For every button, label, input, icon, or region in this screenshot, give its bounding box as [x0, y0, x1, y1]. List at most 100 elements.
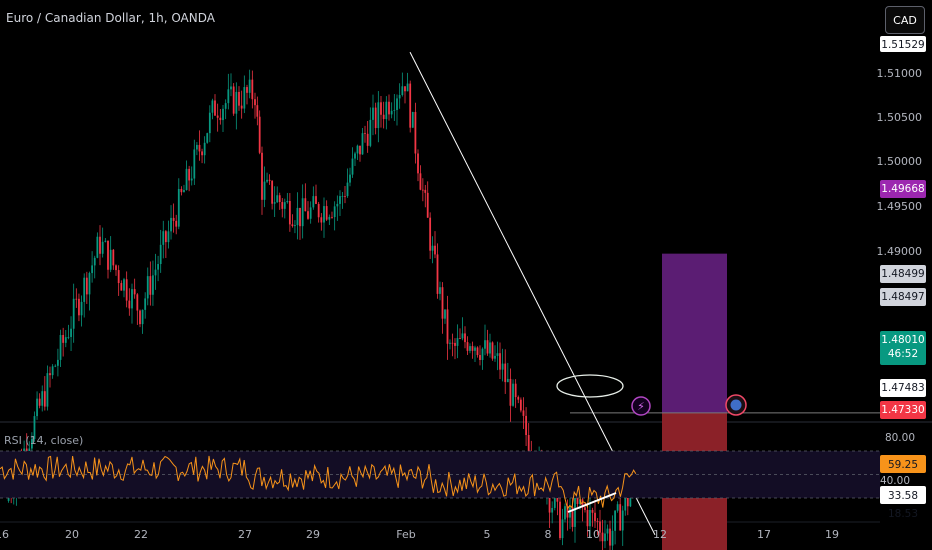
top-price-tag: 1.51529 [881, 39, 924, 51]
candle-body [33, 416, 36, 440]
target-zone [662, 253, 727, 413]
rsi-tick-label: 80.00 [885, 432, 915, 444]
rsi-line [0, 455, 637, 510]
candle-body [606, 528, 609, 534]
candle-body [224, 103, 227, 109]
candle-body [328, 216, 331, 220]
candle-body [206, 133, 209, 143]
candle-body [64, 337, 67, 343]
candle-body [374, 107, 377, 129]
candle-body [188, 168, 191, 181]
rsi-tick-label: 18.53 [888, 508, 918, 520]
candle-body [149, 276, 152, 295]
candle-body [411, 111, 414, 128]
candle-body [431, 245, 434, 251]
candle-body [312, 196, 315, 208]
candle-body [561, 519, 564, 539]
rsi-secondary-tag-bg [880, 486, 926, 504]
candle-body [164, 231, 167, 243]
candle-body [219, 117, 222, 121]
candle-body [154, 269, 157, 276]
candle-body [619, 504, 622, 531]
candle-body [456, 338, 459, 346]
candle-body [185, 168, 188, 191]
candle-body [36, 398, 38, 417]
rsi-divergence-line [567, 492, 617, 513]
candle-body [469, 346, 471, 351]
candle-body [198, 144, 201, 152]
candle-body [390, 110, 393, 115]
candle-body [449, 342, 451, 344]
candle-body [466, 342, 469, 351]
candle-body [417, 153, 419, 174]
rsi-indicator-label[interactable]: RSI (14, close) [4, 434, 84, 447]
candle-body [251, 79, 254, 100]
candle-body [464, 333, 466, 343]
candle-body [436, 254, 439, 294]
time-tick-label: 17 [757, 528, 771, 541]
candle-body [333, 206, 336, 218]
candle-body [56, 359, 59, 366]
candle-body [509, 378, 512, 406]
eu-flag-icon [730, 399, 742, 411]
candle-body [159, 244, 162, 265]
candle-body [96, 236, 99, 258]
candle-body [609, 528, 611, 546]
candle-body [125, 279, 128, 301]
time-tick-label: 16 [0, 528, 9, 541]
candle-body [601, 532, 604, 542]
grid-layer [0, 421, 932, 523]
candle-body [494, 355, 496, 359]
candle-body [170, 217, 172, 232]
candle-body [88, 273, 91, 295]
candle-body [517, 397, 520, 400]
candle-body [484, 340, 486, 349]
candle-body [240, 105, 243, 109]
candle-body [301, 198, 304, 227]
target-price-tag: 1.49668 [881, 183, 924, 195]
candle-body [512, 383, 514, 406]
candle-body [261, 152, 263, 200]
candle-body [243, 87, 246, 109]
candle-body [195, 144, 198, 150]
candle-body [451, 342, 454, 344]
candle-body [54, 365, 57, 367]
rsi-pane [0, 450, 880, 513]
candle-body [486, 340, 489, 354]
candle-body [414, 111, 417, 154]
candle-body [579, 499, 581, 504]
candle-body [594, 512, 596, 522]
symbol-title: Euro / Canadian Dollar, 1h, OANDA [6, 11, 215, 25]
level-upper-tag-bg [880, 265, 926, 283]
candle-body [366, 133, 369, 146]
candle-body [439, 287, 441, 294]
candle-body [72, 298, 75, 329]
candle-body [380, 102, 382, 115]
level-lower-tag-bg [880, 288, 926, 306]
candle-body [83, 277, 86, 302]
currency-button[interactable]: CAD [885, 6, 925, 34]
candle-body [616, 504, 619, 511]
candle-body [398, 95, 401, 99]
price-axis: 1.51000 1.50500 1.50000 1.49500 1.49000 1.515… [877, 36, 926, 520]
candle-body [256, 105, 259, 117]
time-tick-label: 22 [134, 528, 148, 541]
candle-body [227, 89, 230, 104]
candle-body [162, 231, 165, 245]
candle-body [474, 347, 476, 351]
lightning-icon: ⚡ [637, 400, 645, 413]
candle-body [136, 294, 139, 311]
candle-body [396, 98, 398, 111]
candle-body [496, 353, 499, 356]
candle-body [434, 245, 436, 255]
candle-body [123, 279, 125, 291]
current-price-tag-bg [880, 331, 926, 365]
candle-body [112, 249, 115, 266]
stop-price-tag-bg [880, 401, 926, 419]
candle-body [41, 391, 44, 406]
candle-body [489, 342, 491, 354]
drawings-layer: ⚡ [409, 51, 747, 536]
support-ellipse [556, 374, 624, 398]
candle-body [446, 309, 449, 344]
